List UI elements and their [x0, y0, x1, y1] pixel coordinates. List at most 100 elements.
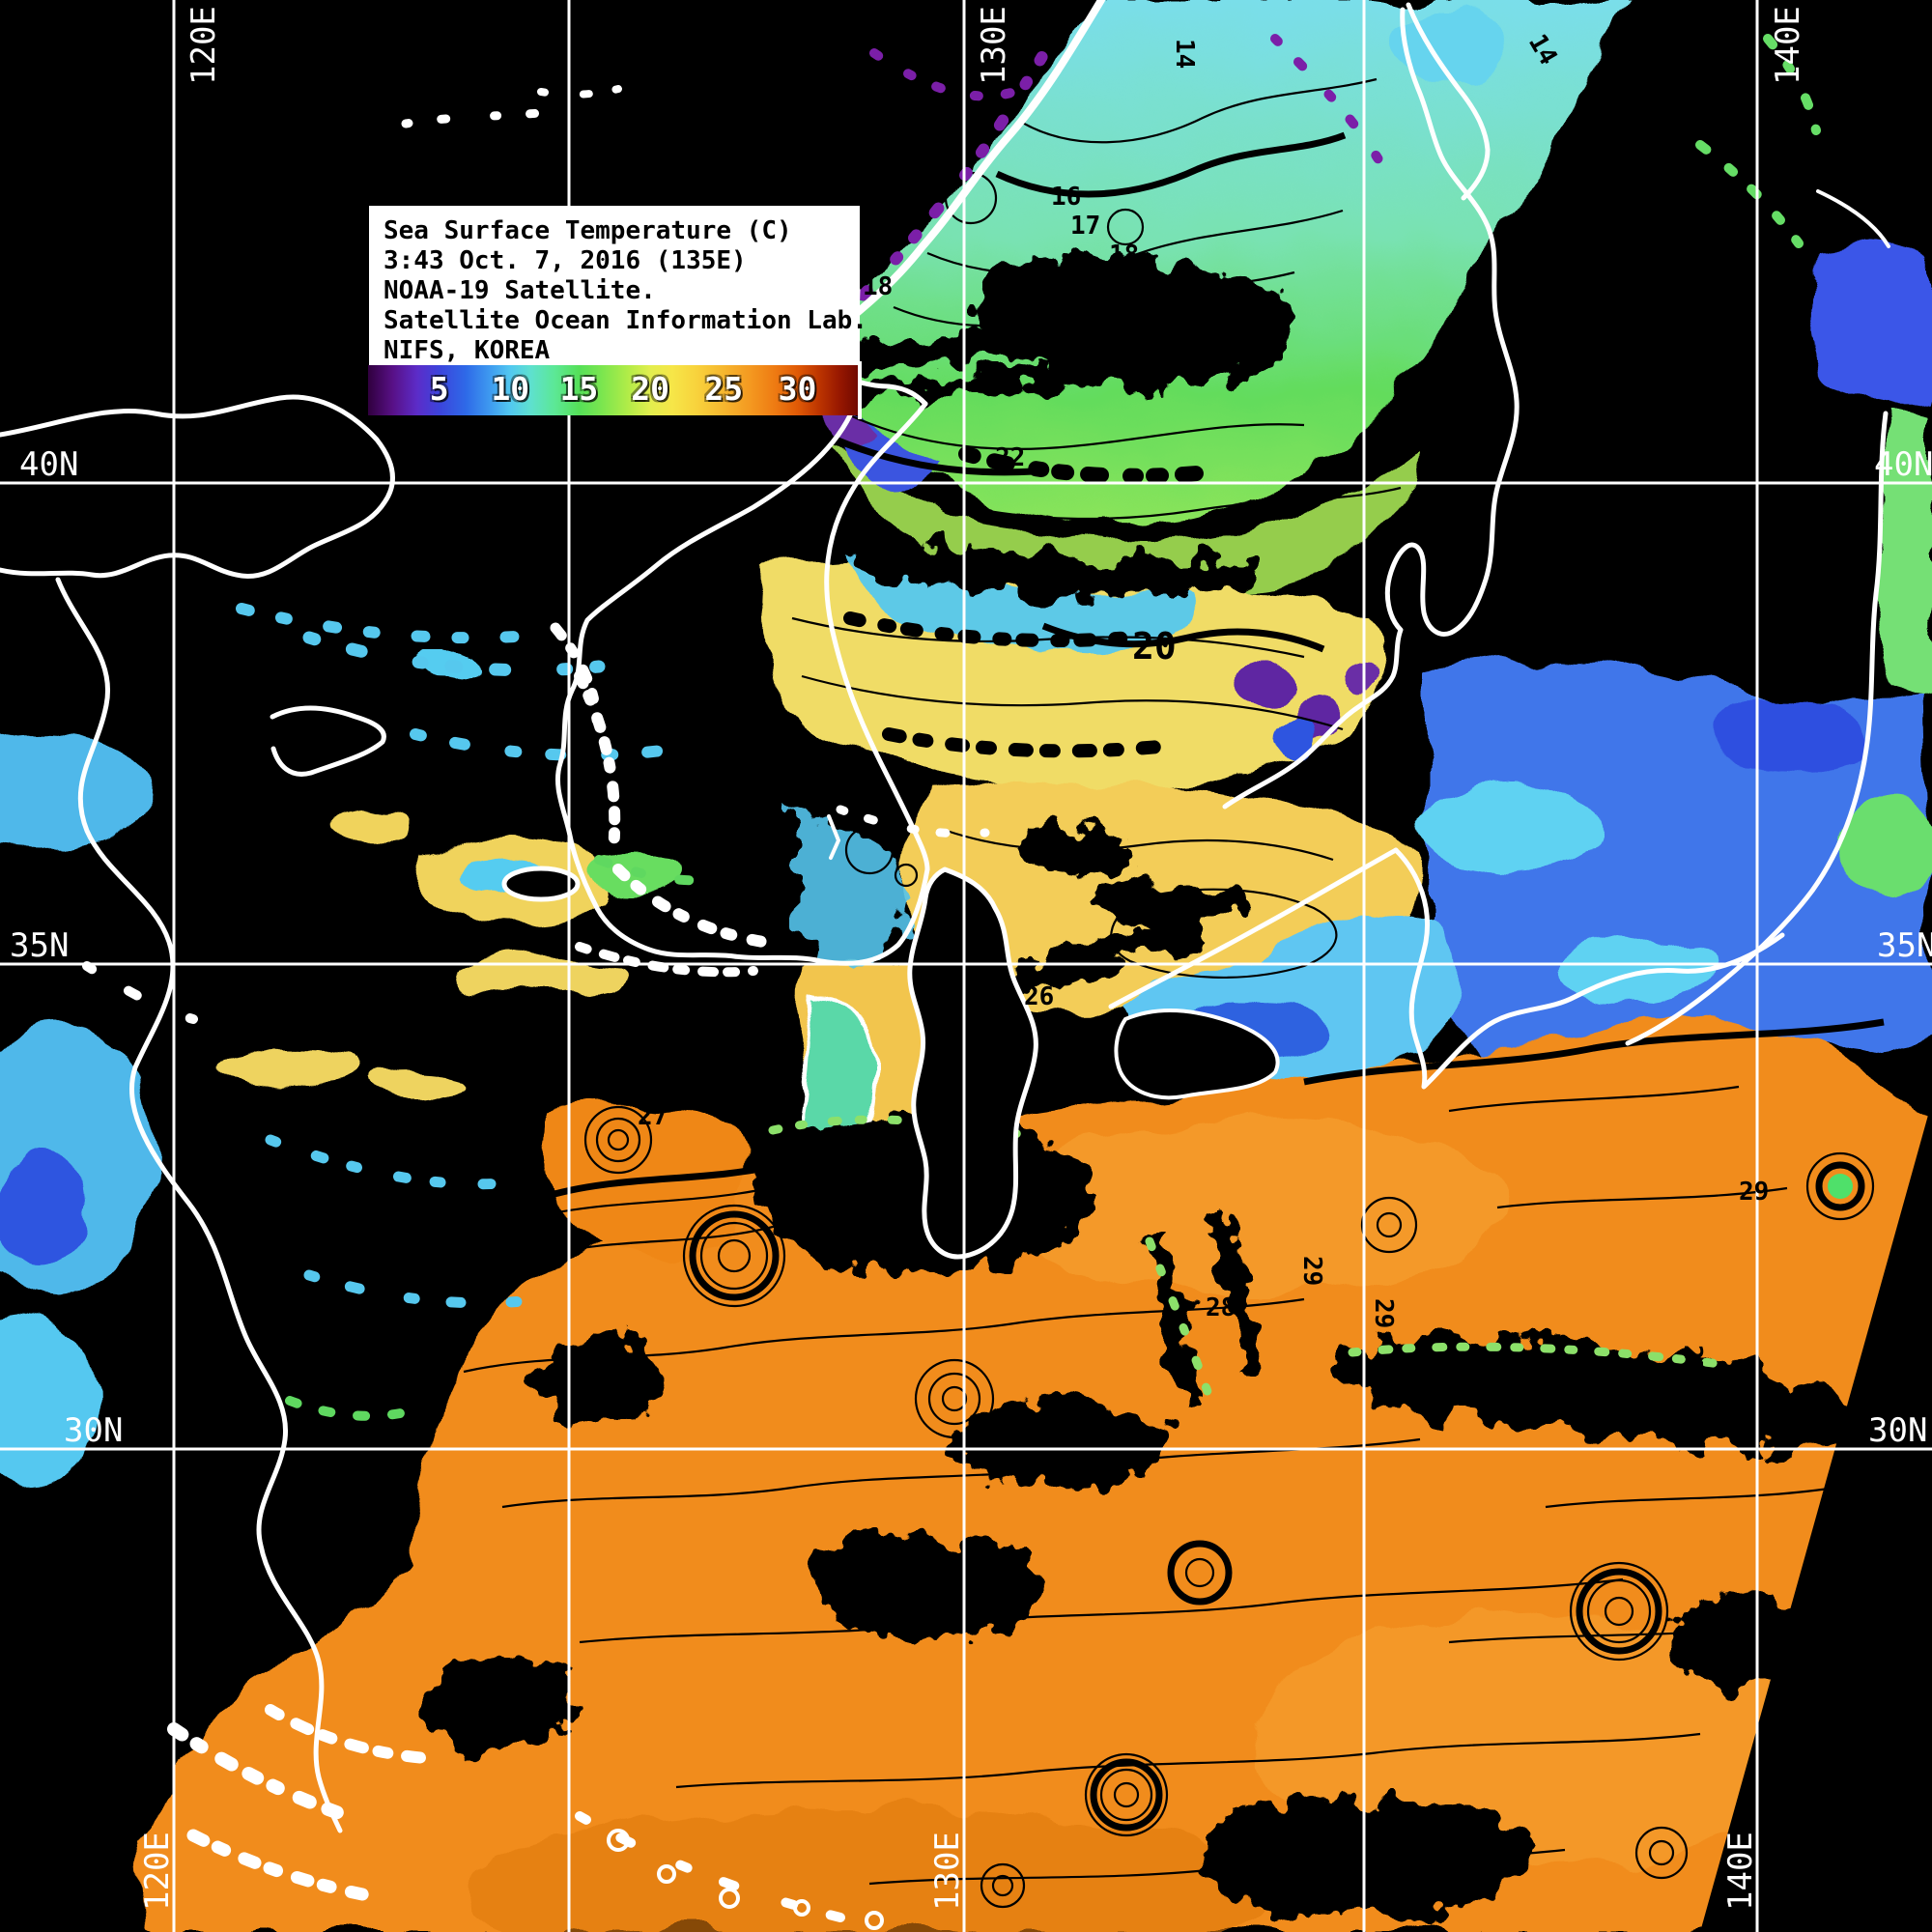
white-specks [401, 103, 584, 128]
contour-line [1448, 1623, 1798, 1644]
coastline-tsugaru [1816, 189, 1890, 248]
cloud-streak [763, 311, 1223, 377]
cloud-speck-row [958, 446, 1225, 484]
contour-line [1018, 77, 1378, 144]
contour-line [791, 616, 1305, 659]
purple-specks [835, 33, 1059, 325]
contour-line-bold [995, 131, 1347, 198]
contour-line-bold [834, 436, 1035, 476]
coastline-korea-west [554, 287, 861, 952]
sst-patch-yellowsea [367, 1068, 464, 1095]
contour-line [926, 209, 1344, 275]
white-specks-bottomleft [167, 1722, 355, 1823]
contour-value-labels: 14 14 16 17 18 18 22 20 26 27 28 29 29 2… [638, 30, 1769, 1897]
purple-specks [1270, 34, 1386, 169]
contour-front-bold [539, 1136, 977, 1202]
green-specks [1695, 140, 1804, 248]
contour-eddy [583, 1105, 1875, 1909]
white-specks-bottomleft [186, 1829, 374, 1902]
contour-label: 26 [1024, 982, 1054, 1011]
contour-line [501, 1437, 1421, 1509]
label-140e-top: 140E [1769, 6, 1807, 85]
cloud-speck-row [882, 727, 1176, 758]
cloud-blob [531, 1338, 667, 1425]
contour-label: 14 [1170, 39, 1199, 69]
label-35n-left: 35N [10, 926, 69, 965]
colorbar-tick-5: 5 [429, 369, 449, 408]
contour-label: 27 [638, 1102, 668, 1131]
cyan-specks [302, 631, 606, 677]
green-specks [594, 855, 720, 886]
contour-label: 22 [995, 443, 1025, 472]
contour-line [893, 270, 1295, 327]
cloud-streak [1208, 1221, 1264, 1372]
contour-ring [894, 863, 919, 888]
sst-patch-orange-dark [464, 1806, 1275, 1932]
coastline-korea-south [646, 867, 930, 966]
white-specks-korea-west [612, 864, 769, 948]
green-fringe-specks [1145, 1236, 1217, 1410]
label-130e-bottom: 130E [928, 1832, 967, 1911]
label-30n-right: 30N [1868, 1411, 1927, 1450]
contour-label: 29 [1739, 1178, 1769, 1207]
green-specks [285, 1396, 411, 1421]
sst-patch-deepblue [1710, 696, 1864, 773]
label-130e-top: 130E [975, 6, 1013, 85]
title-line-1: Sea Surface Temperature (C) [384, 216, 792, 245]
colorbar-tick-30: 30 [778, 369, 817, 408]
contour-line [1496, 1186, 1788, 1209]
speckle-fields [82, 33, 1821, 1922]
sst-patch-left-blue [0, 1150, 82, 1265]
sst-patch-yellowsea [222, 1050, 357, 1085]
cloud-band [816, 526, 1258, 598]
title-line-2: 3:43 Oct. 7, 2016 (135E) [384, 246, 747, 275]
contour-line [675, 1732, 1701, 1789]
contour-ring [1106, 208, 1145, 246]
sst-patch-purple [1236, 652, 1294, 710]
cloud-band [1339, 1340, 1874, 1449]
coastline-bohai [0, 394, 395, 579]
contour-label: 29 [1369, 1298, 1398, 1328]
white-specks-korea-west [550, 622, 603, 725]
coastline-primorye [796, 0, 1105, 363]
contour-label: 18 [1109, 241, 1139, 270]
sst-patch-left-cyan [0, 1314, 97, 1488]
contour-front-bold [1303, 1018, 1885, 1086]
colorbar-tick-10: 10 [491, 369, 530, 408]
label-40n-right: 40N [1874, 445, 1932, 484]
contour-line [849, 413, 1305, 450]
contour-label: 20 [1132, 625, 1177, 668]
contour-line [526, 1184, 779, 1221]
title-box: Sea Surface Temperature (C) 3:43 Oct. 7,… [369, 206, 867, 365]
title-line-4: Satellite Ocean Information Lab. [384, 306, 867, 335]
sst-field-east-korea-cyan [794, 807, 907, 965]
coastline-honshu-sanyo [1108, 847, 1399, 1009]
colorbar-tick-20: 20 [631, 369, 669, 408]
white-specks [537, 85, 622, 99]
green-specks [1763, 34, 1821, 135]
sst-patch-yellowsea [454, 956, 628, 999]
coastline-china [55, 577, 343, 1833]
sst-patch-hokkaido-cyan [1398, 7, 1504, 80]
sst-patch-blue [1280, 720, 1319, 758]
contour-line [946, 486, 1402, 521]
coastline-honshu-northeast [1625, 411, 1889, 1046]
colorbar-tick-15: 15 [559, 369, 599, 408]
label-120e-top: 120E [185, 6, 223, 85]
contour-line [463, 1297, 1305, 1374]
sst-patch-cyan [1425, 782, 1599, 869]
white-specks-bottomleft [265, 1704, 431, 1764]
contour-label: 29 [1297, 1256, 1326, 1286]
cloud-streak [831, 361, 1183, 404]
cloud-blob [1087, 876, 1241, 930]
sst-field-ne-green-strip [1887, 415, 1932, 696]
title-line-5: NIFS, KOREA [384, 336, 551, 365]
cloud-blob [956, 1401, 1169, 1488]
contour-label: 17 [1070, 212, 1100, 241]
coastline-hokkaido-oshima [1406, 2, 1491, 201]
coastline-jeju-island [501, 866, 581, 902]
contour-label: 18 [863, 272, 893, 301]
